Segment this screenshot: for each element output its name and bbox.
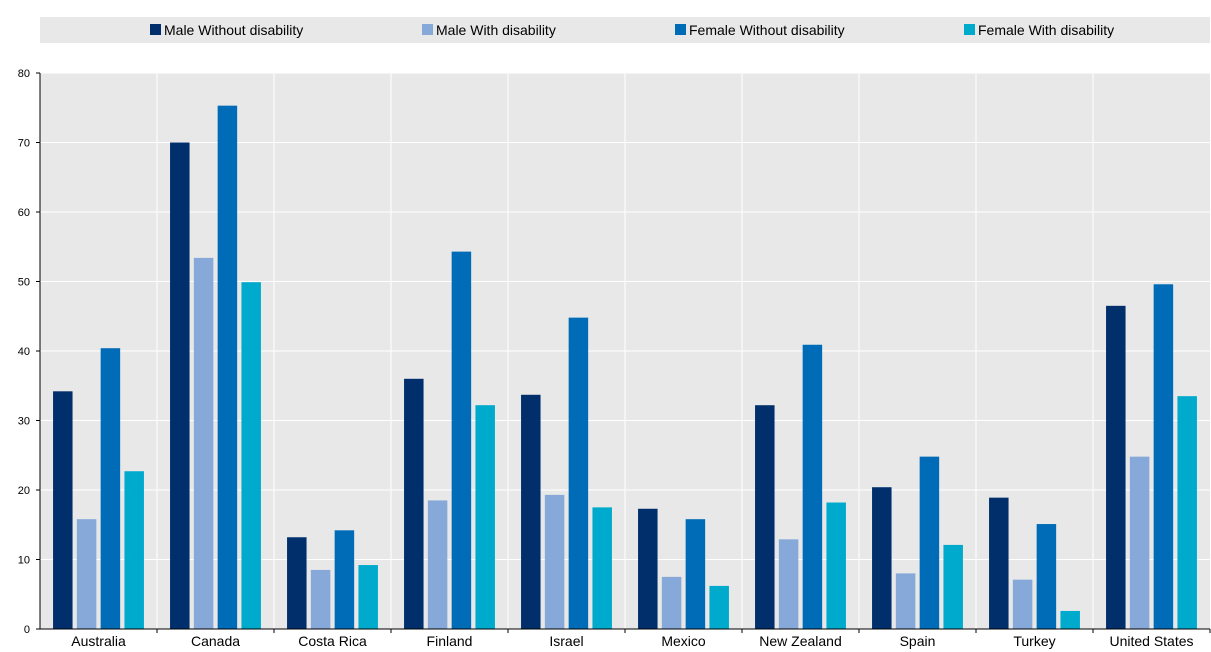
- x-tick-label: Spain: [900, 633, 936, 649]
- legend-label-4: Female With disability: [978, 22, 1114, 38]
- bar-united-states-series-4: [1177, 396, 1197, 629]
- y-tick-label: 10: [18, 555, 30, 567]
- bar-australia-series-3: [100, 348, 121, 629]
- x-axis-labels: Australia Canada Costa Rica Finland Israel Me…: [71, 629, 1211, 649]
- y-tick-label: 0: [24, 624, 30, 636]
- x-tick-label: Turkey: [1013, 633, 1055, 649]
- x-tick-label: Mexico: [661, 633, 706, 649]
- y-tick-label: 70: [18, 138, 30, 150]
- bar-united-states-series-1: [1106, 305, 1126, 629]
- bar-finland-series-3: [451, 251, 472, 630]
- bar-australia-series-1: [53, 391, 73, 629]
- x-tick-label: Costa Rica: [298, 633, 367, 649]
- bar-spain-series-1: [872, 487, 892, 629]
- bar-canada-series-2: [193, 257, 214, 629]
- y-tick-label: 30: [18, 416, 30, 428]
- bar-australia-series-4: [124, 471, 144, 629]
- bar-spain-series-3: [919, 456, 940, 629]
- y-tick-label: 20: [18, 485, 30, 497]
- bar-costa-rica-series-4: [358, 565, 378, 629]
- bar-mexico-series-4: [709, 585, 729, 629]
- y-tick-label: 50: [18, 277, 30, 289]
- bar-finland-series-4: [475, 405, 495, 629]
- bar-united-states-series-2: [1129, 456, 1150, 629]
- bar-canada-series-3: [217, 105, 238, 630]
- legend-swatch-1: [150, 24, 161, 35]
- bar-turkey-series-4: [1060, 610, 1080, 629]
- bar-new-zealand-series-4: [826, 502, 846, 629]
- bar-mexico-series-1: [638, 508, 658, 629]
- bar-israel-series-2: [544, 494, 565, 629]
- bar-finland-series-2: [427, 500, 448, 629]
- legend: Male Without disability Male With disabil…: [150, 22, 1114, 38]
- y-tick-label: 40: [18, 346, 30, 358]
- legend-swatch-2: [422, 24, 433, 35]
- bar-israel-series-4: [592, 507, 612, 629]
- bar-new-zealand-series-3: [802, 344, 823, 629]
- bar-new-zealand-series-2: [778, 539, 799, 629]
- bar-costa-rica-series-3: [334, 530, 355, 629]
- bar-costa-rica-series-2: [310, 569, 331, 629]
- legend-label-1: Male Without disability: [164, 22, 303, 38]
- bar-costa-rica-series-1: [287, 537, 307, 629]
- bar-spain-series-4: [943, 544, 963, 629]
- bar-israel-series-3: [568, 317, 589, 629]
- legend-label-2: Male With disability: [436, 22, 556, 38]
- x-tick-label: Australia: [71, 633, 126, 649]
- x-tick-label: Israel: [549, 633, 583, 649]
- legend-background: [40, 17, 1210, 43]
- bar-australia-series-2: [76, 519, 97, 629]
- bar-turkey-series-1: [989, 497, 1009, 629]
- legend-swatch-3: [675, 24, 686, 35]
- y-tick-label: 60: [18, 207, 30, 219]
- bar-canada-series-4: [241, 282, 261, 629]
- y-axis-ticks: 0 10 20 30 40 50 60 70 80: [18, 68, 40, 636]
- y-tick-label: 80: [18, 68, 30, 80]
- bar-turkey-series-3: [1036, 524, 1057, 629]
- bar-mexico-series-2: [661, 576, 682, 629]
- bar-united-states-series-3: [1153, 284, 1174, 629]
- bar-spain-series-2: [895, 573, 916, 629]
- bar-mexico-series-3: [685, 519, 706, 629]
- bar-new-zealand-series-1: [755, 405, 775, 629]
- bar-israel-series-1: [521, 394, 541, 629]
- bars: [53, 105, 1197, 630]
- bar-canada-series-1: [170, 142, 190, 629]
- legend-swatch-4: [964, 24, 975, 35]
- x-tick-label: New Zealand: [759, 633, 842, 649]
- x-tick-label: Finland: [427, 633, 473, 649]
- x-tick-label: Canada: [191, 633, 240, 649]
- bar-turkey-series-2: [1012, 579, 1033, 629]
- bar-finland-series-1: [404, 378, 424, 629]
- legend-label-3: Female Without disability: [689, 22, 845, 38]
- x-tick-label: United States: [1109, 633, 1193, 649]
